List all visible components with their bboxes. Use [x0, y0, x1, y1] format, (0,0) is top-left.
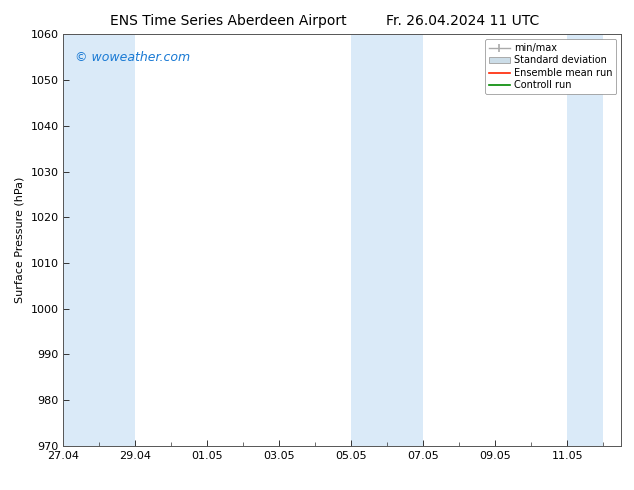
Bar [567, 34, 604, 446]
Bar [351, 34, 387, 446]
Bar [63, 34, 100, 446]
Y-axis label: Surface Pressure (hPa): Surface Pressure (hPa) [15, 177, 25, 303]
Text: Fr. 26.04.2024 11 UTC: Fr. 26.04.2024 11 UTC [386, 14, 540, 28]
Text: © woweather.com: © woweather.com [75, 51, 190, 64]
Legend: min/max, Standard deviation, Ensemble mean run, Controll run: min/max, Standard deviation, Ensemble me… [485, 39, 616, 94]
Text: ENS Time Series Aberdeen Airport: ENS Time Series Aberdeen Airport [110, 14, 347, 28]
Bar [387, 34, 424, 446]
Bar [100, 34, 136, 446]
